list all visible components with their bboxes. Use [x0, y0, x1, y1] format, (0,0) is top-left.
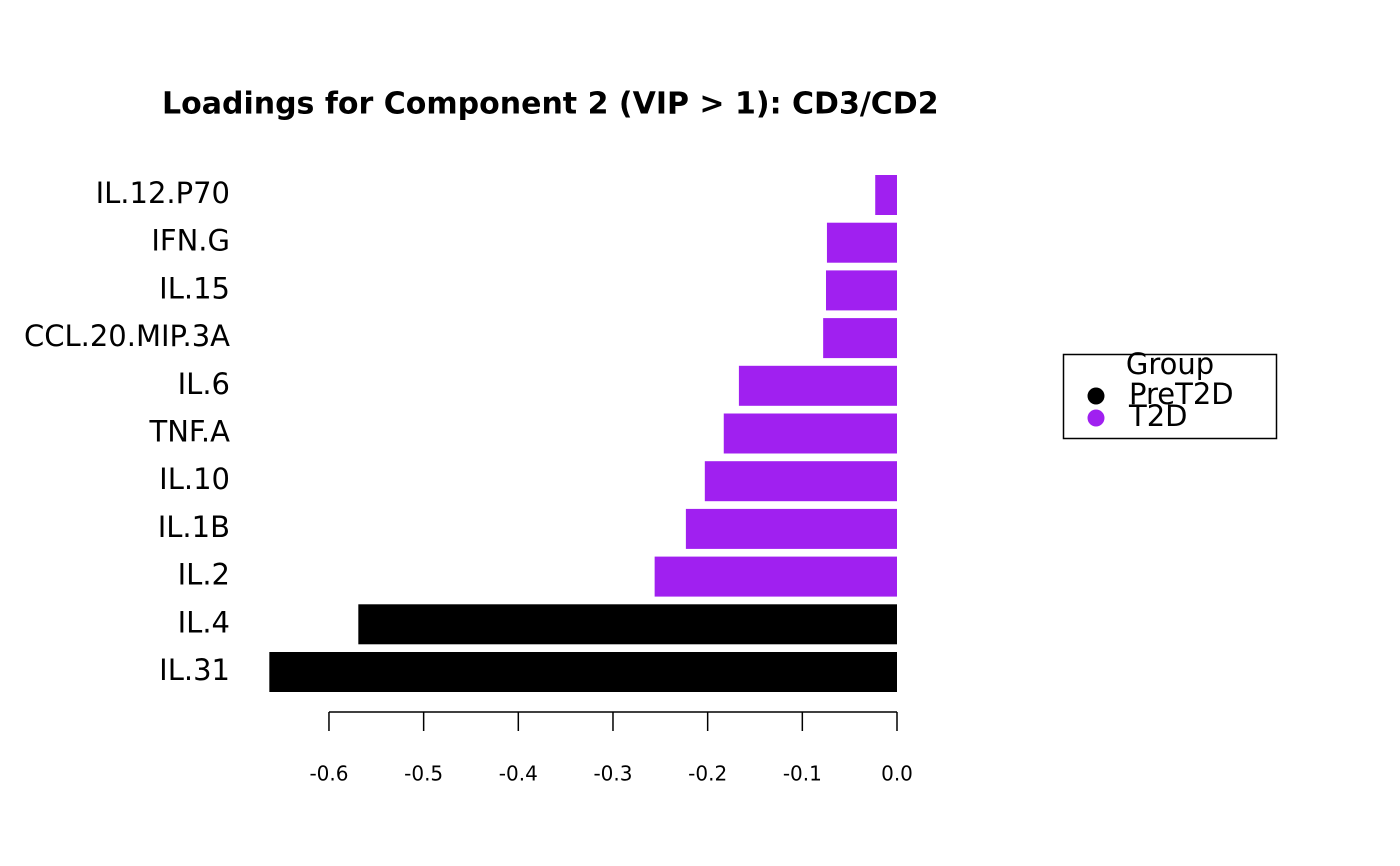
x-tick-label: -0.2: [688, 762, 727, 786]
legend-label: PreT2D: [1129, 377, 1234, 411]
legend-marker: [1087, 387, 1105, 405]
bar: [723, 413, 897, 454]
bar: [654, 556, 897, 597]
legend-marker: [1087, 409, 1105, 427]
chart-title: Loadings for Component 2 (VIP > 1): CD3/…: [162, 87, 939, 122]
y-tick-label: IL.15: [159, 271, 230, 305]
bar: [269, 652, 897, 692]
y-tick-label: IL.31: [159, 653, 230, 687]
bar: [704, 461, 897, 502]
x-tick-label: -0.6: [309, 762, 348, 786]
y-tick-label: TNF.A: [149, 415, 231, 449]
y-tick-label: IL.12.P70: [96, 176, 230, 210]
y-tick-label: IL.1B: [158, 510, 230, 544]
y-tick-label: CCL.20.MIP.3A: [24, 319, 230, 353]
x-tick-label: -0.1: [783, 762, 822, 786]
y-tick-label: IL.10: [159, 462, 230, 496]
y-tick-label: IFN.G: [151, 224, 230, 258]
bar: [826, 222, 897, 263]
x-tick-label: 0.0: [881, 762, 913, 786]
bar: [358, 604, 897, 645]
bar: [875, 175, 897, 215]
bar: [823, 318, 897, 359]
legend-title: Group: [1126, 347, 1214, 381]
y-tick-label: IL.6: [178, 367, 230, 401]
x-tick-label: -0.3: [593, 762, 632, 786]
bar: [738, 365, 897, 406]
y-tick-label: IL.2: [178, 558, 230, 592]
bar: [685, 508, 897, 549]
x-tick-label: -0.4: [499, 762, 538, 786]
x-tick-label: -0.5: [404, 762, 443, 786]
legend-label: T2D: [1128, 399, 1188, 433]
y-tick-label: IL.4: [178, 605, 230, 639]
bar: [825, 270, 897, 311]
